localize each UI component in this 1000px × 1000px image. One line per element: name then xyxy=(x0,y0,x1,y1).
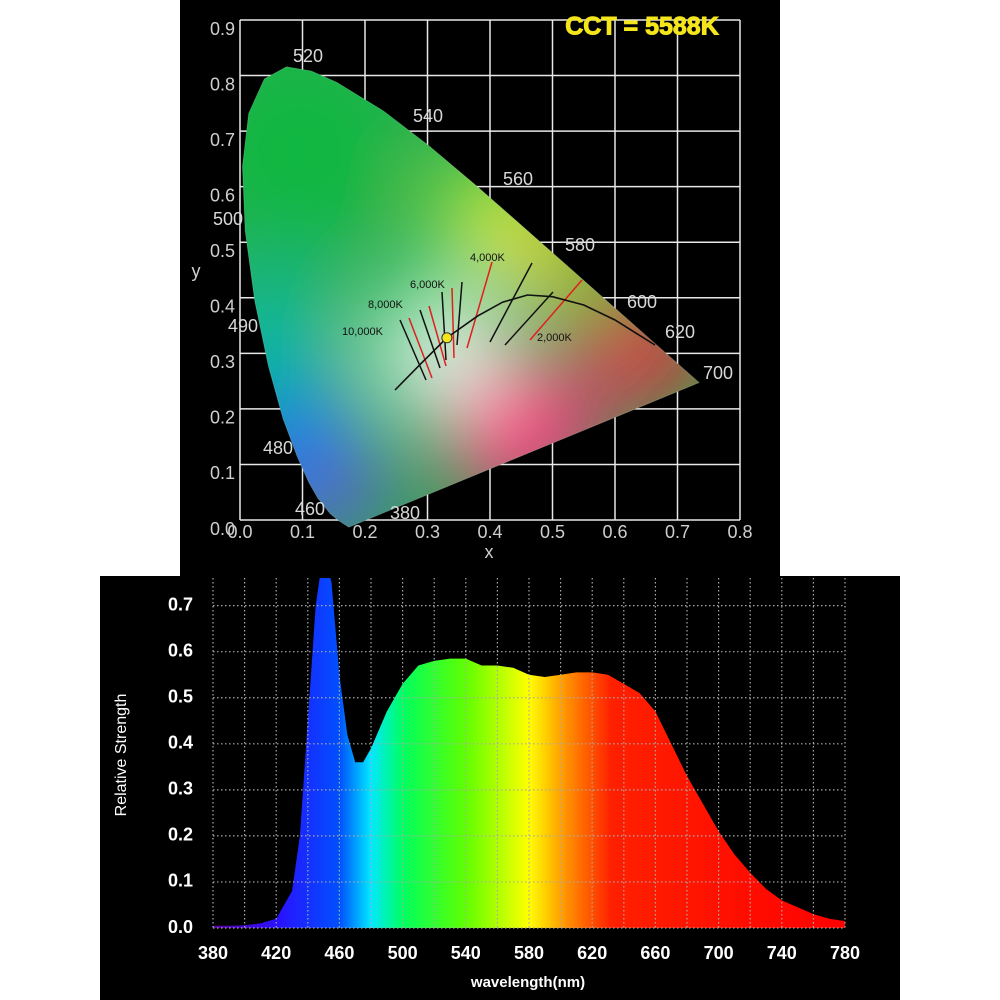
y-tick-label: 0.6 xyxy=(168,640,193,660)
y-tick-label: 0.9 xyxy=(210,19,235,39)
y-tick-label: 0.8 xyxy=(210,74,235,94)
x-tick-label: 380 xyxy=(198,943,228,963)
white-point xyxy=(441,332,453,344)
x-tick-label: 0.0 xyxy=(227,522,252,542)
x-tick-label: 700 xyxy=(704,943,734,963)
spectrum-area xyxy=(213,578,845,928)
x-tick-label: 780 xyxy=(830,943,860,963)
wavelength-label: 380 xyxy=(390,503,420,523)
cct-label: 6,000K xyxy=(410,279,446,291)
x-axis-label: x xyxy=(485,542,494,562)
y-tick-label: 0.4 xyxy=(168,733,193,753)
x-tick-label: 0.4 xyxy=(477,522,502,542)
y-tick-label: 0.0 xyxy=(168,917,193,937)
y-tick-label: 0.1 xyxy=(168,871,193,891)
y-axis-label: Relative Strength xyxy=(113,694,130,817)
wavelength-label: 560 xyxy=(503,169,533,189)
wavelength-label: 620 xyxy=(665,322,695,342)
y-tick-label: 0.5 xyxy=(210,241,235,261)
y-tick-label: 0.2 xyxy=(168,825,193,845)
x-tick-label: 420 xyxy=(261,943,291,963)
y-tick-label: 0.3 xyxy=(168,779,193,799)
x-tick-label: 740 xyxy=(767,943,797,963)
x-tick-label: 580 xyxy=(514,943,544,963)
wavelength-label: 580 xyxy=(565,235,595,255)
y-tick-label: 0.2 xyxy=(210,408,235,428)
wavelength-label: 500 xyxy=(213,209,243,229)
y-axis-label: y xyxy=(192,261,201,281)
wavelength-label: 700 xyxy=(703,363,733,383)
chart-title: CCT = 5588K xyxy=(565,13,719,41)
wavelength-label: 490 xyxy=(228,316,258,336)
x-tick-label: 0.7 xyxy=(665,522,690,542)
cct-label: 8,000K xyxy=(368,299,404,311)
x-tick-label: 0.5 xyxy=(540,522,565,542)
chromaticity-overlay: 10,000K 8,000K 6,000K 4,000K 2,000K 520 … xyxy=(192,12,753,562)
x-tick-label: 0.8 xyxy=(727,522,752,542)
y-tick-label: 0.7 xyxy=(168,594,193,614)
y-tick-label: 0.3 xyxy=(210,352,235,372)
cct-label: 4,000K xyxy=(470,252,506,264)
spectral-locus xyxy=(241,66,701,528)
isotherms xyxy=(399,261,583,381)
x-axis-label: wavelength(nm) xyxy=(470,974,585,991)
cct-label: 10,000K xyxy=(342,326,384,338)
wavelength-label: 520 xyxy=(293,46,323,66)
cct-label: 2,000K xyxy=(537,332,573,344)
x-tick-label: 540 xyxy=(451,943,481,963)
wavelength-label: 480 xyxy=(263,438,293,458)
planckian-locus xyxy=(394,294,656,391)
x-tick-label: 0.2 xyxy=(352,522,377,542)
x-tick-label: 460 xyxy=(324,943,354,963)
x-tick-label: 0.1 xyxy=(290,522,315,542)
y-tick-label: 0.1 xyxy=(210,463,235,483)
y-tick-label: 0.5 xyxy=(168,686,193,706)
x-tick-label: 620 xyxy=(577,943,607,963)
y-tick-label: 0.4 xyxy=(210,297,235,317)
y-tick-label: 0.0 xyxy=(210,519,235,539)
wavelength-label: 460 xyxy=(295,499,325,519)
x-tick-label: 0.3 xyxy=(415,522,440,542)
y-tick-label: 0.7 xyxy=(210,130,235,150)
y-tick-label: 0.6 xyxy=(210,185,235,205)
wavelength-label: 600 xyxy=(627,292,657,312)
spectrum: wavelength(nm) Relative Strength 380 420 4… xyxy=(113,578,860,991)
x-tick-label: 0.6 xyxy=(602,522,627,542)
x-tick-label: 500 xyxy=(388,943,418,963)
x-tick-label: 660 xyxy=(640,943,670,963)
wavelength-label: 540 xyxy=(413,106,443,126)
